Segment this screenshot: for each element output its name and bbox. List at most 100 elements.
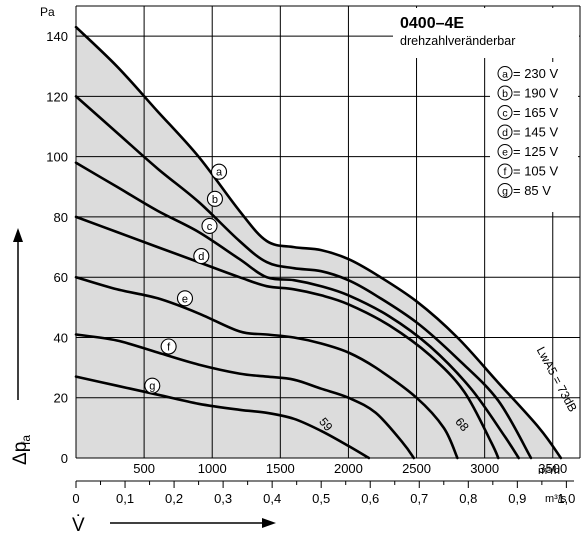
legend-marker-letter: b xyxy=(502,88,508,100)
marker-letter: b xyxy=(212,194,218,206)
curve-d xyxy=(74,215,500,460)
legend-marker-letter: e xyxy=(502,147,508,159)
legend-text: = 165 V xyxy=(513,105,559,120)
x-tick-top-label: 3500 xyxy=(538,461,567,476)
legend: a = 230 V b = 190 V c = 165 V d = 145 V e = 125 V… xyxy=(497,66,559,198)
y-tick-label: 0 xyxy=(61,451,68,466)
marker-circle xyxy=(210,163,228,180)
curve-layer xyxy=(74,25,563,460)
x-tick-top-label: 1000 xyxy=(198,461,227,476)
marker-letter: c xyxy=(207,221,213,233)
y-tick-label: 140 xyxy=(46,29,68,44)
y-tick-label: 120 xyxy=(46,89,68,104)
y-axis-symbol: Δp xyxy=(10,442,31,465)
curve-marker-g: g xyxy=(144,377,161,394)
y-tick-label: 40 xyxy=(54,330,68,345)
legend-marker-circle xyxy=(497,124,513,140)
legend-marker-letter: f xyxy=(504,166,507,178)
x-tick-bottom-label: 0,9 xyxy=(508,491,526,506)
y-tick-label: 100 xyxy=(46,150,68,165)
curve-marker-f: f xyxy=(160,338,177,355)
legend-marker-circle xyxy=(497,183,513,198)
x-tick-top-label: 500 xyxy=(133,461,155,476)
annotation-label: LwA5 = 73dB xyxy=(534,344,580,414)
marker-circle xyxy=(193,248,210,265)
legend-marker-circle xyxy=(497,66,513,81)
x-tick-top-label: 3000 xyxy=(470,461,499,476)
curve-marker-d: d xyxy=(193,248,210,265)
marker-circle xyxy=(206,190,223,207)
y-axis-arrow-head xyxy=(13,228,23,242)
curve-a xyxy=(74,25,563,460)
y-tick-label: 60 xyxy=(54,270,68,285)
x-tick-bottom-label: 0,1 xyxy=(116,491,134,506)
curve-b xyxy=(74,95,533,460)
legend-text: = 85 V xyxy=(513,183,551,198)
curve-marker-a: a xyxy=(210,163,228,180)
marker-letter: d xyxy=(198,251,204,263)
marker-letter: g xyxy=(149,381,155,393)
operating-area xyxy=(76,27,561,458)
x-tick-top-label: 2000 xyxy=(334,461,363,476)
legend-item-e: e = 125 V xyxy=(497,144,559,159)
marker-circle xyxy=(201,217,218,235)
legend-marker-circle xyxy=(497,163,513,179)
x-tick-bottom-label: 0 xyxy=(72,491,79,506)
curve-marker-c: c xyxy=(201,217,218,235)
legend-text: = 145 V xyxy=(513,125,559,140)
marker-circle xyxy=(160,338,177,355)
legend-item-c: c = 165 V xyxy=(497,105,559,120)
marker-circle xyxy=(144,377,161,394)
x-tick-top-label: 1500 xyxy=(266,461,295,476)
legend-marker-circle xyxy=(497,105,513,120)
y-tick-label: 20 xyxy=(54,391,68,406)
legend-marker-letter: d xyxy=(502,127,508,139)
x-tick-bottom-label: 0,5 xyxy=(312,491,330,506)
x-tick-bottom-label: 1,0 xyxy=(557,491,575,506)
marker-letter: a xyxy=(216,167,223,179)
x-tick-bottom-label: 0,6 xyxy=(361,491,379,506)
curve-f xyxy=(74,333,416,460)
marker-letter: f xyxy=(167,342,171,354)
x-axis-arrow-head xyxy=(262,518,276,528)
curve-marker-b: b xyxy=(206,190,223,207)
legend-marker-letter: c xyxy=(502,108,507,120)
x-axis-symbol: V̇ xyxy=(72,515,85,535)
x-unit-bottom-label: m³/s xyxy=(545,493,567,505)
y-unit-label: Pa xyxy=(40,5,55,19)
curve-c xyxy=(74,161,520,460)
x-unit-top-label: m³/h xyxy=(538,465,560,477)
chart-title: 0400–4E xyxy=(400,15,464,32)
x-tick-top-label: 2500 xyxy=(402,461,431,476)
chart-subtitle: drehzahlveränderbar xyxy=(400,34,515,48)
y-tick-label: 80 xyxy=(54,210,68,225)
legend-text: = 125 V xyxy=(513,144,559,159)
legend-item-d: d = 145 V xyxy=(497,124,559,140)
legend-item-f: f = 105 V xyxy=(497,163,559,179)
y-axis-subscript: fa xyxy=(19,435,33,445)
legend-text: = 230 V xyxy=(513,66,559,81)
tick-labels: 0 20 40 60 80 100 120 140 500 1000 1500 2000 2500 300… xyxy=(46,29,575,506)
marker-circle xyxy=(176,290,194,307)
operating-area-fill xyxy=(76,27,561,458)
x-tick-bottom-label: 0,2 xyxy=(165,491,183,506)
legend-marker-letter: a xyxy=(502,69,508,81)
legend-marker-circle xyxy=(497,144,513,159)
legend-text: = 105 V xyxy=(513,164,559,179)
legend-item-a: a = 230 V xyxy=(497,66,559,81)
legend-text: = 190 V xyxy=(513,86,559,101)
x-tick-bottom-label: 0,3 xyxy=(214,491,232,506)
y-axis-title: Δp fa xyxy=(10,435,33,465)
legend-marker-circle xyxy=(497,85,513,101)
curve-e xyxy=(74,275,459,460)
legend-item-b: b = 190 V xyxy=(497,85,559,101)
marker-letter: e xyxy=(182,293,188,305)
title-backdrop xyxy=(393,8,579,58)
x-tick-bottom-label: 0,4 xyxy=(263,491,281,506)
legend-item-g: g = 85 V xyxy=(497,183,551,198)
curve-marker-e: e xyxy=(176,290,194,307)
x-tick-bottom-label: 0,7 xyxy=(410,491,428,506)
curve-g xyxy=(74,375,371,460)
x-tick-bottom-label: 0,8 xyxy=(459,491,477,506)
